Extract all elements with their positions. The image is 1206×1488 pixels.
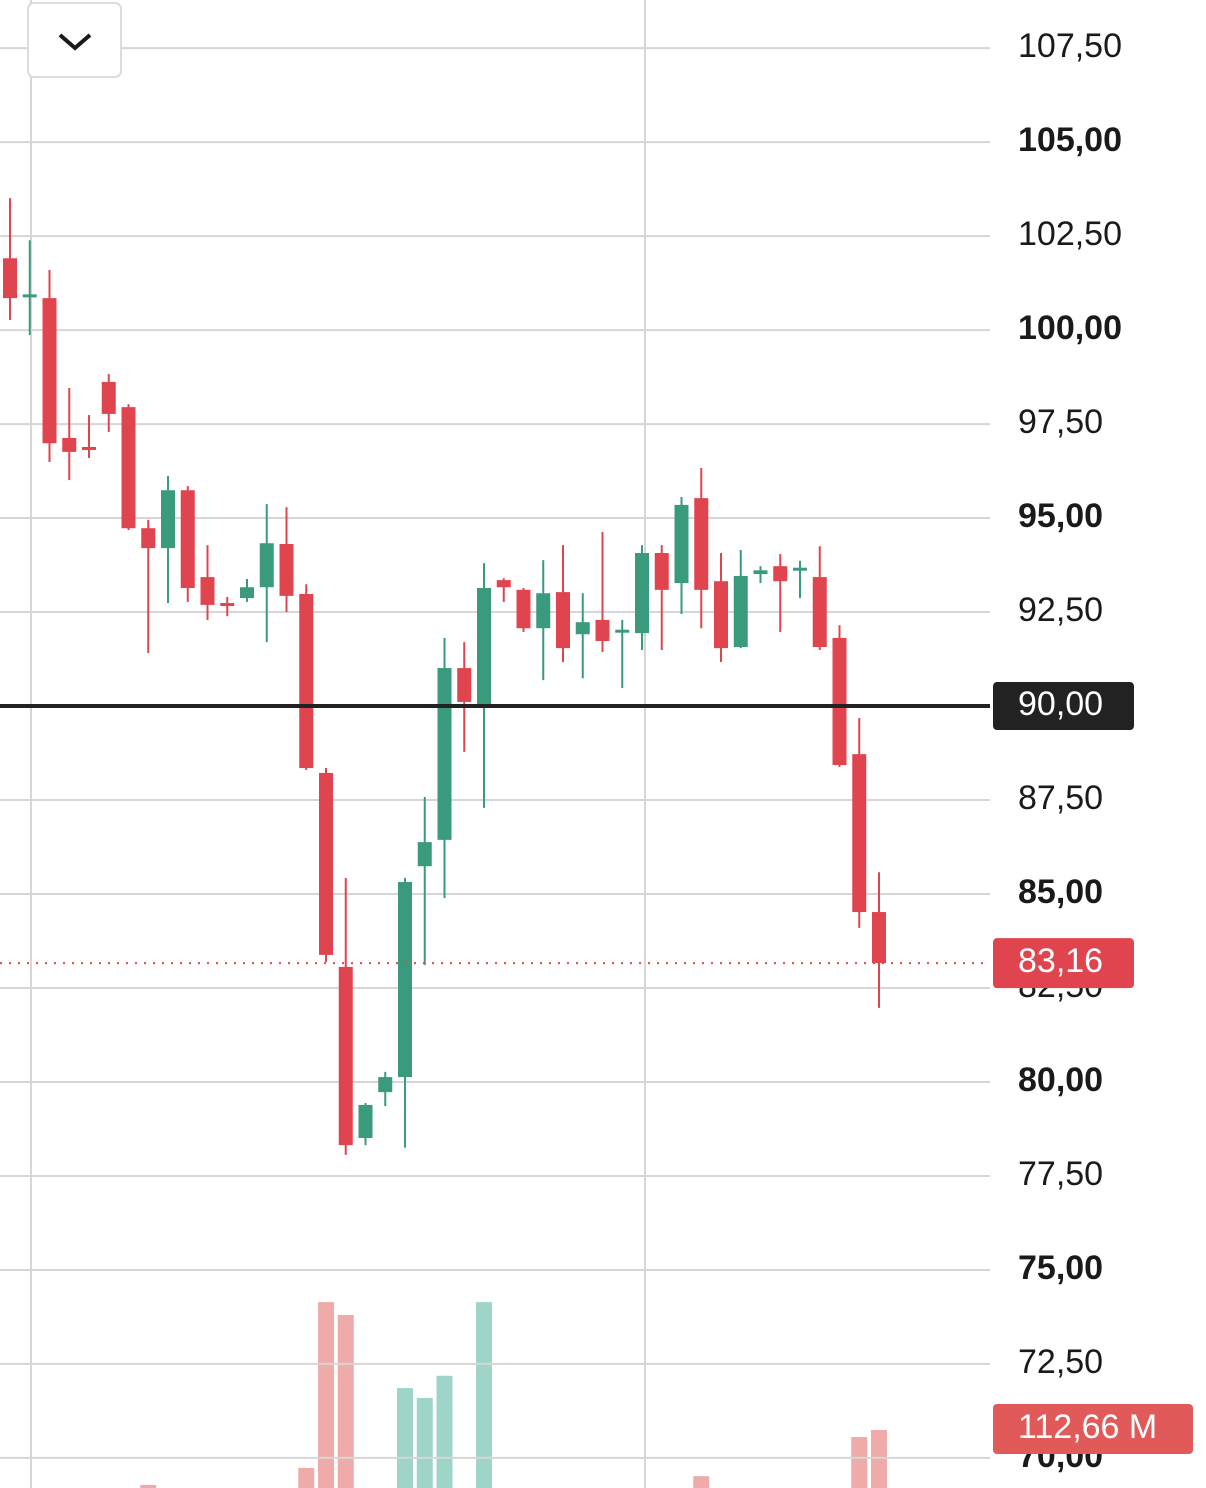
candle-body xyxy=(654,553,669,590)
candle-body xyxy=(338,966,353,1146)
candle-body xyxy=(3,258,17,299)
candle-body xyxy=(62,437,77,452)
candle-body xyxy=(82,447,96,451)
last-price-badge xyxy=(993,938,1134,989)
volume-bar xyxy=(337,1315,354,1488)
y-tick-label: 102,50 xyxy=(1018,215,1122,253)
candle-body xyxy=(259,543,274,588)
candle-body xyxy=(615,629,630,633)
dropdown-button[interactable] xyxy=(27,2,122,78)
grid xyxy=(30,0,646,1488)
volume-bar xyxy=(298,1467,315,1488)
candle-body xyxy=(141,528,156,549)
y-tick-label: 107,50 xyxy=(1018,27,1122,65)
candle-body xyxy=(121,407,136,529)
y-tick-label: 80,00 xyxy=(1018,1061,1103,1099)
candle-body xyxy=(793,567,807,571)
volume-bar xyxy=(436,1375,453,1488)
candle-body xyxy=(299,593,314,769)
y-axis: 107,50 105,00 102,50 100,00 97,50 95,00 92,50 9… xyxy=(0,27,1122,1475)
candle-body xyxy=(674,504,689,584)
y-tick-label: 72,50 xyxy=(1018,1343,1103,1381)
candle-body xyxy=(575,622,590,635)
candle-body xyxy=(812,577,827,648)
candles xyxy=(3,198,886,1155)
candle-body xyxy=(536,593,551,629)
candle-body xyxy=(417,842,432,867)
candle-body xyxy=(635,553,649,634)
candle-body xyxy=(42,298,57,444)
volume-bar xyxy=(476,1302,492,1488)
volume-pane xyxy=(140,1302,887,1488)
candle-body xyxy=(200,577,215,605)
volume-bar xyxy=(318,1302,334,1488)
candle-body xyxy=(457,668,472,702)
candle-body xyxy=(694,498,709,590)
reference-label: 90,00 xyxy=(1018,685,1103,723)
last-price-label: 83,16 xyxy=(1018,942,1103,980)
candle-body xyxy=(240,587,254,599)
y-tick-label: 87,50 xyxy=(1018,779,1103,817)
volume-bar xyxy=(416,1397,433,1488)
volume-label: 112,66 M xyxy=(1018,1408,1157,1446)
y-tick-label: 100,00 xyxy=(1018,309,1122,347)
candle-body xyxy=(22,294,37,298)
candle-body xyxy=(220,603,235,607)
candle-body xyxy=(477,587,491,705)
candle-body xyxy=(832,637,847,766)
candle-body xyxy=(279,543,294,596)
candle-body xyxy=(437,668,452,840)
candle-body xyxy=(773,566,788,582)
y-tick-label: 75,00 xyxy=(1018,1249,1103,1287)
volume-bar xyxy=(397,1388,413,1488)
candle-body xyxy=(161,490,175,549)
candle-body xyxy=(872,912,886,964)
candle-body xyxy=(595,619,610,641)
reference-badge xyxy=(993,682,1134,731)
candle-body xyxy=(319,772,333,955)
chevron-icon xyxy=(58,33,92,51)
candle-body xyxy=(378,1077,393,1093)
volume-bar xyxy=(140,1484,157,1488)
candle-body xyxy=(358,1104,373,1138)
y-tick-label: 77,50 xyxy=(1018,1155,1103,1193)
candle-body xyxy=(852,754,867,913)
y-tick-label: 92,50 xyxy=(1018,591,1103,629)
candle-body xyxy=(753,570,768,575)
button-frame[interactable] xyxy=(27,2,122,78)
y-tick-label: 85,00 xyxy=(1018,873,1103,911)
candle-body xyxy=(180,490,195,588)
candle-body xyxy=(733,575,748,648)
volume-bar xyxy=(871,1429,887,1488)
volume-bar xyxy=(693,1476,710,1488)
candle-body xyxy=(556,592,570,649)
candle-body xyxy=(496,580,511,588)
overlay: 90,00 83,16 112,66 M xyxy=(0,682,1193,1454)
volume-badge xyxy=(993,1403,1193,1454)
candle-body xyxy=(516,589,531,629)
candle-body xyxy=(101,381,116,414)
y-tick-label: 95,00 xyxy=(1018,497,1103,535)
candle-body xyxy=(714,581,728,649)
candle-body xyxy=(398,881,412,1078)
y-tick-label: 97,50 xyxy=(1018,403,1103,441)
volume-bar xyxy=(851,1437,868,1488)
y-tick-label: 105,00 xyxy=(1018,121,1122,159)
